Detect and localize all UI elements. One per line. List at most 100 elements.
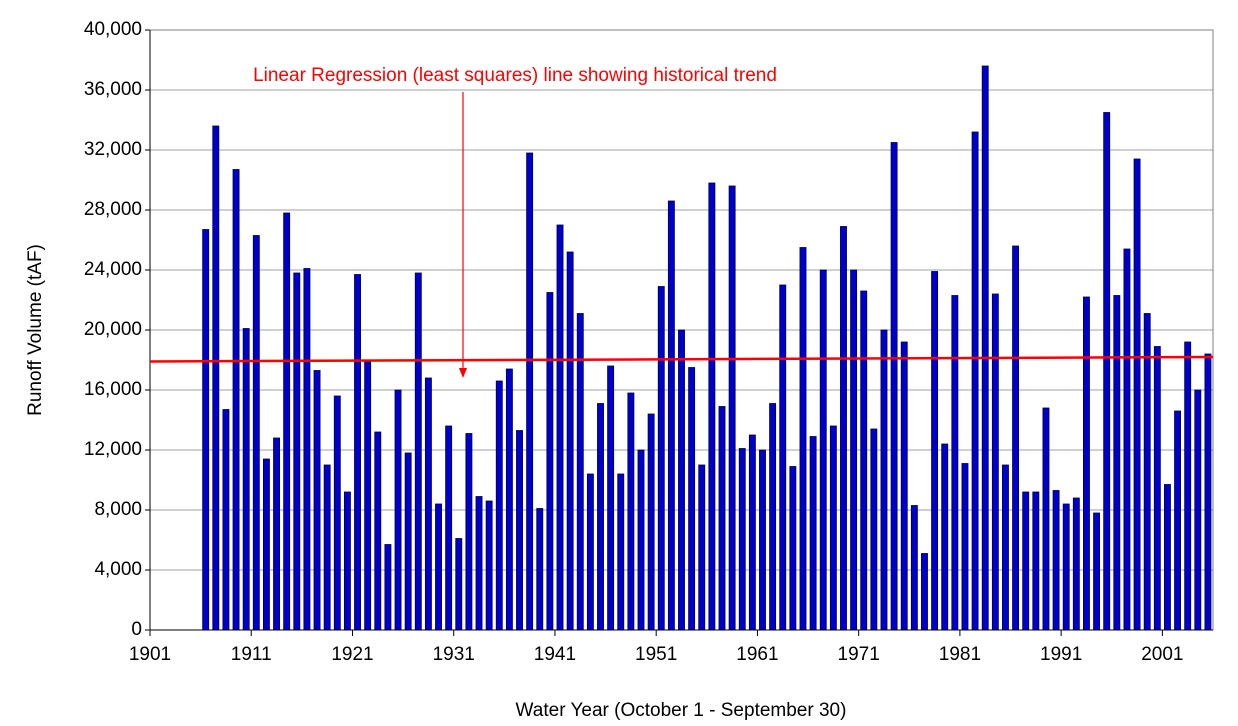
bar (597, 403, 604, 631)
bar (1083, 296, 1090, 631)
y-tick-label: 8,000 (94, 499, 142, 520)
bar (293, 272, 301, 631)
bar (840, 226, 847, 631)
bar (1103, 112, 1111, 631)
annotation: Linear Regression (least squares) line s… (253, 65, 777, 86)
bar (688, 367, 696, 631)
bar (1143, 313, 1151, 631)
bar (323, 464, 331, 631)
bar (617, 473, 625, 631)
bar (414, 272, 422, 631)
bar (394, 389, 402, 631)
bar (708, 182, 716, 631)
bar (445, 425, 453, 631)
bar (759, 449, 766, 631)
bar (485, 500, 493, 631)
bar (1204, 353, 1212, 631)
bar (667, 200, 675, 631)
bar (1062, 503, 1070, 631)
bar (698, 464, 706, 631)
y-axis-label: Runoff Volume (tAF) (25, 244, 46, 416)
bar (860, 290, 868, 631)
bar (576, 313, 584, 631)
x-tick-label: 2001 (1141, 644, 1183, 665)
bar (627, 392, 635, 631)
bar (1093, 512, 1101, 631)
bar (657, 286, 665, 631)
bar (424, 377, 432, 631)
bar (1184, 341, 1192, 631)
x-tick-label: 1971 (838, 644, 880, 665)
bar (789, 466, 797, 631)
bar (435, 503, 442, 631)
bar (1012, 245, 1020, 631)
bar (748, 434, 756, 631)
bar (1032, 491, 1040, 631)
bar (212, 125, 220, 631)
y-tick-label: 16,000 (84, 379, 142, 400)
y-tick-label: 12,000 (84, 439, 142, 460)
y-tick-label: 0 (131, 619, 142, 640)
bar (637, 449, 645, 631)
x-axis-label: Water Year (October 1 - September 30) (516, 700, 847, 721)
bar (921, 553, 928, 631)
bar (971, 131, 979, 631)
bar (202, 229, 210, 631)
bar (333, 395, 341, 631)
bar (364, 361, 372, 631)
y-tick-label: 36,000 (84, 79, 142, 100)
bar (354, 274, 361, 631)
bar (455, 538, 463, 631)
bar (465, 433, 473, 631)
bar (313, 370, 321, 631)
y-tick-label: 20,000 (84, 319, 142, 340)
trend-line (149, 355, 1214, 363)
bar (880, 329, 888, 631)
bar (870, 428, 878, 631)
x-tick-label: 1911 (231, 644, 272, 665)
bar (941, 443, 949, 631)
bar (900, 341, 908, 631)
y-tick-label: 28,000 (84, 199, 142, 220)
bar (819, 269, 827, 631)
bar (910, 505, 918, 631)
x-tick-label: 1901 (129, 644, 171, 665)
bar (273, 437, 280, 631)
bar (536, 508, 544, 631)
bar (283, 212, 291, 631)
bar (1153, 346, 1161, 631)
bar (991, 293, 999, 631)
bar (343, 491, 351, 631)
bar (586, 473, 594, 631)
bar (829, 425, 837, 631)
bar (678, 329, 685, 631)
bar (1174, 410, 1182, 631)
y-tick-label: 4,000 (94, 559, 142, 580)
y-tick-label: 32,000 (84, 139, 142, 160)
bar (1022, 491, 1030, 631)
x-tick-label: 1921 (331, 644, 373, 665)
bar (556, 224, 564, 631)
bar (1164, 484, 1171, 631)
bar (1113, 295, 1121, 631)
bar (262, 458, 270, 631)
bar (546, 292, 554, 631)
bar (1042, 407, 1050, 631)
bar (931, 271, 939, 631)
bar (779, 284, 787, 631)
y-tick-label: 24,000 (84, 259, 142, 280)
bar (526, 152, 534, 631)
bar (738, 448, 746, 631)
bar (728, 185, 736, 631)
bar (222, 409, 230, 631)
bar (1052, 490, 1060, 631)
bar (475, 496, 483, 631)
annotation-arrowhead (459, 368, 467, 378)
x-tick-label: 1941 (534, 644, 576, 665)
bar (890, 142, 898, 631)
bar (232, 169, 240, 631)
bar (718, 406, 726, 631)
x-tick-label: 1931 (433, 644, 475, 665)
bar (1133, 158, 1141, 631)
